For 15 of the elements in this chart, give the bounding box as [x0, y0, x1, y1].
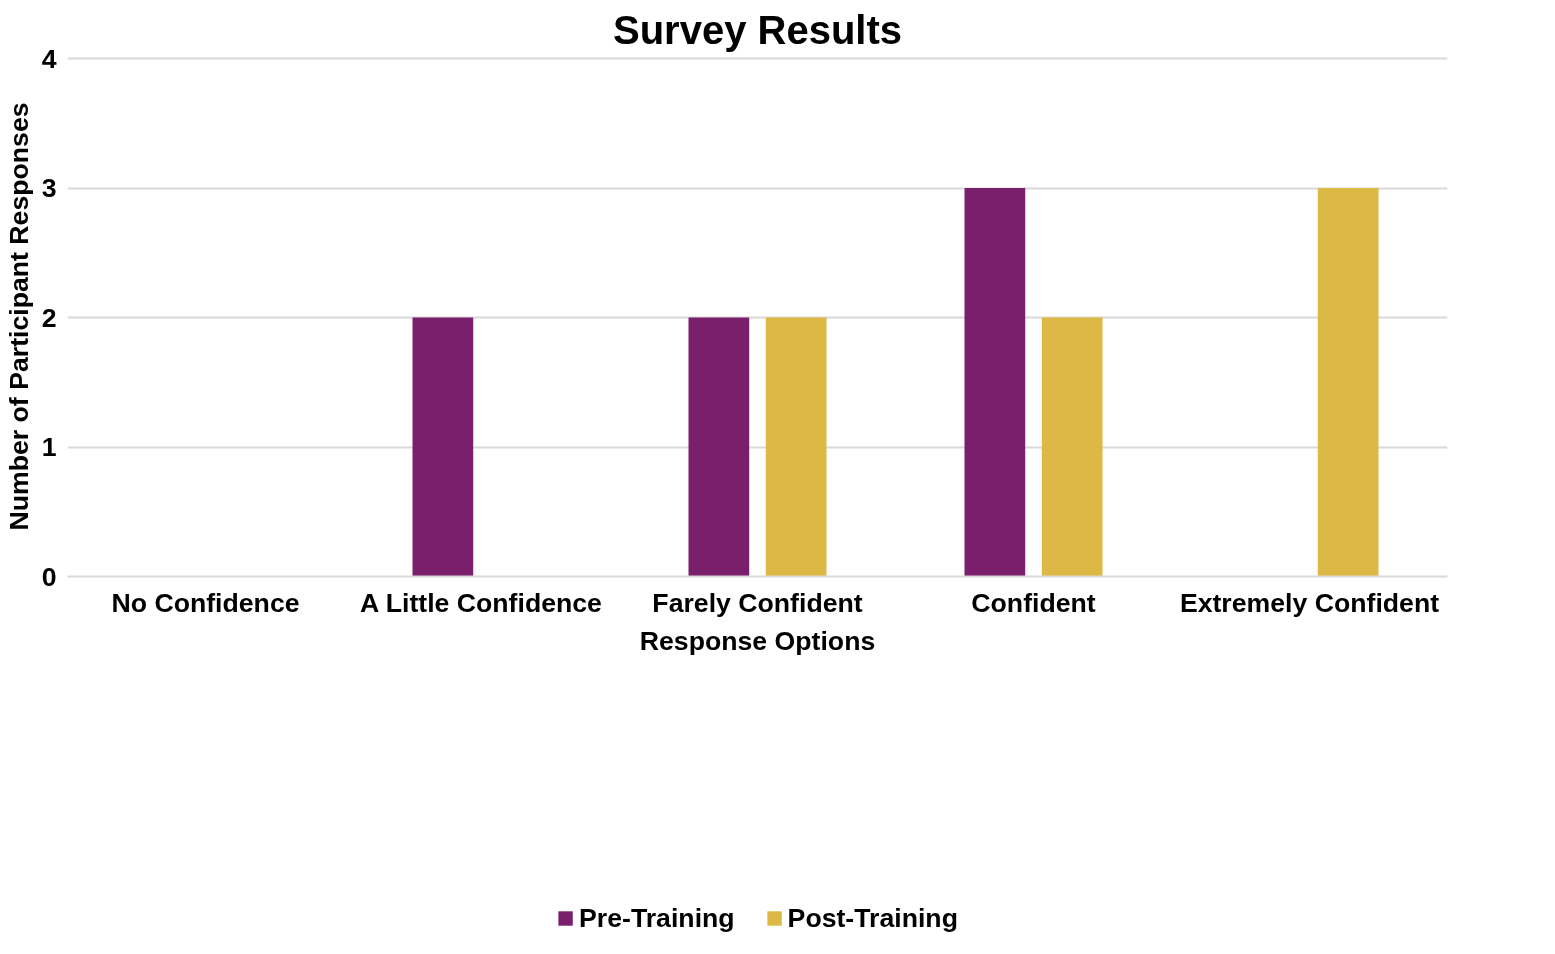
y-axis-title: Number of Participant Responses — [3, 102, 34, 531]
legend-label: Post-Training — [787, 902, 958, 934]
y-tick-label: 1 — [41, 432, 57, 463]
y-tick-label: 4 — [41, 43, 57, 74]
x-tick-label: Extremely Confident — [1179, 587, 1440, 618]
x-axis-title: Response Options — [639, 625, 876, 656]
y-tick-label: 0 — [41, 561, 57, 592]
chart-title: Survey Results — [612, 7, 903, 52]
y-tick-label: 2 — [41, 302, 57, 333]
x-tick-label: Confident — [971, 587, 1096, 618]
x-tick-label: No Confidence — [111, 587, 300, 618]
x-tick-label: Farely Confident — [652, 587, 863, 618]
x-tick-label: A Little Confidence — [360, 587, 602, 618]
y-tick-label: 3 — [41, 173, 57, 204]
legend-label: Pre-Training — [579, 902, 735, 934]
